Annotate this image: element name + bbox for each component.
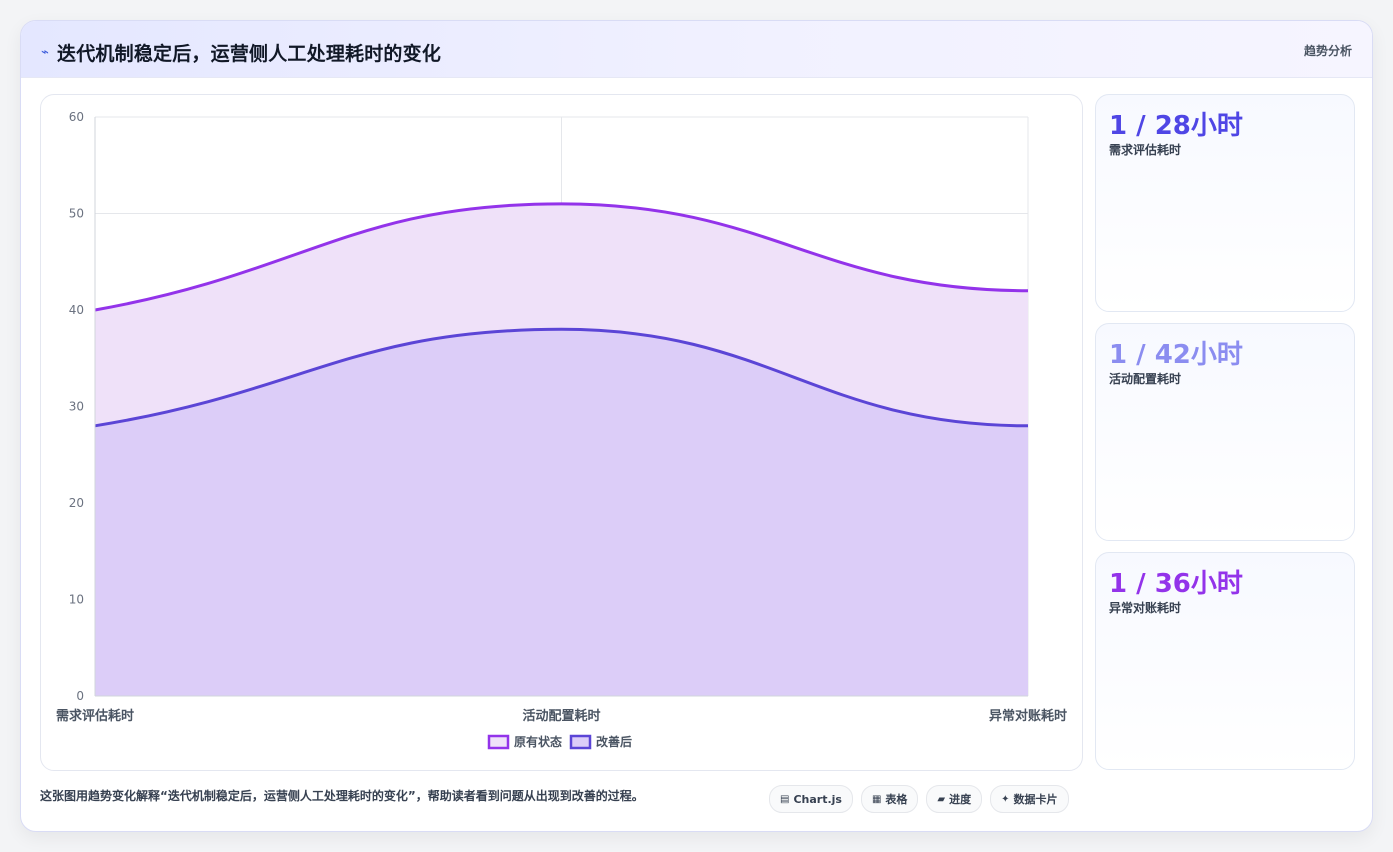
chip-label: Chart.js xyxy=(793,792,842,806)
page-title: ⌁ 迭代机制稳定后，运营侧人工处理耗时的变化 xyxy=(41,39,441,66)
y-tick-label: 30 xyxy=(69,400,84,414)
y-tick-label: 40 xyxy=(69,303,84,317)
series-line-2 xyxy=(94,327,1029,428)
chip-data-card[interactable]: ✦ 数据卡片 xyxy=(990,785,1069,813)
table-icon: ▦ xyxy=(871,793,882,805)
y-tick-label: 0 xyxy=(76,689,84,703)
stat-label: 活动配置耗时 xyxy=(1109,372,1182,386)
stat-card-3: 1 / 36小时 异常对账耗时 xyxy=(1095,552,1355,770)
chart-panel: 0 10 20 30 40 50 60 需求评估耗时 活动配置耗时 异常对账耗时原有状态 改善后 xyxy=(40,94,1083,771)
legend-label-1: 原有状态 xyxy=(514,734,562,749)
x-tick-label: 异常对账耗时 xyxy=(989,708,1067,724)
chip-label: 数据卡片 xyxy=(1013,793,1058,806)
stat-label: 需求评估耗时 xyxy=(1109,143,1182,157)
y-tick-label: 50 xyxy=(69,207,84,221)
chip-label: 进度 xyxy=(949,793,972,806)
y-tick-label: 10 xyxy=(69,593,84,607)
sparkle-icon: ✦ xyxy=(1001,793,1010,805)
y-tick-label: 20 xyxy=(69,496,84,510)
progress-icon: ▰ xyxy=(937,793,946,805)
legend-swatch-2 xyxy=(569,734,592,750)
tech-chips: ▤ Chart.js ▦ 表格 ▰ 进度 ✦ 数据卡片 xyxy=(769,785,1069,813)
chart-icon: ▤ xyxy=(780,793,790,805)
sparkline-icon: ⌁ xyxy=(41,45,50,60)
legend-label-2: 改善后 xyxy=(596,734,632,749)
stat-value: 1 / 36小时 xyxy=(1109,569,1243,599)
stat-card-2: 1 / 42小时 活动配置耗时 xyxy=(1095,323,1355,541)
card-header: ⌁ 迭代机制稳定后，运营侧人工处理耗时的变化 趋势分析 xyxy=(21,21,1372,78)
chip-label: 表格 xyxy=(885,793,908,806)
y-tick-label: 60 xyxy=(69,110,84,124)
report-card: ⌁ 迭代机制稳定后，运营侧人工处理耗时的变化 趋势分析 0 10 20 30 40 50 6… xyxy=(20,20,1373,832)
chip-chartjs[interactable]: ▤ Chart.js xyxy=(769,785,853,813)
stat-card-1: 1 / 28小时 需求评估耗时 xyxy=(1095,94,1355,312)
stat-value: 1 / 28小时 xyxy=(1109,111,1243,141)
chip-progress[interactable]: ▰ 进度 xyxy=(926,785,983,813)
series-line-1 xyxy=(94,202,1029,312)
chip-table[interactable]: ▦ 表格 xyxy=(860,785,919,813)
footer-note: 这张图用趋势变化解释“迭代机制稳定后，运营侧人工处理耗时的变化”，帮助读者看到问… xyxy=(40,789,644,803)
trend-analysis-tag: 趋势分析 xyxy=(1303,44,1352,58)
x-tick-label: 活动配置耗时 xyxy=(522,708,600,724)
area-fill-2 xyxy=(95,329,1028,696)
stat-label: 异常对账耗时 xyxy=(1109,601,1182,615)
legend-swatch-1 xyxy=(487,734,510,750)
stat-value: 1 / 42小时 xyxy=(1109,340,1243,370)
page-title-text: 迭代机制稳定后，运营侧人工处理耗时的变化 xyxy=(57,43,442,65)
x-tick-label: 需求评估耗时 xyxy=(56,708,134,724)
